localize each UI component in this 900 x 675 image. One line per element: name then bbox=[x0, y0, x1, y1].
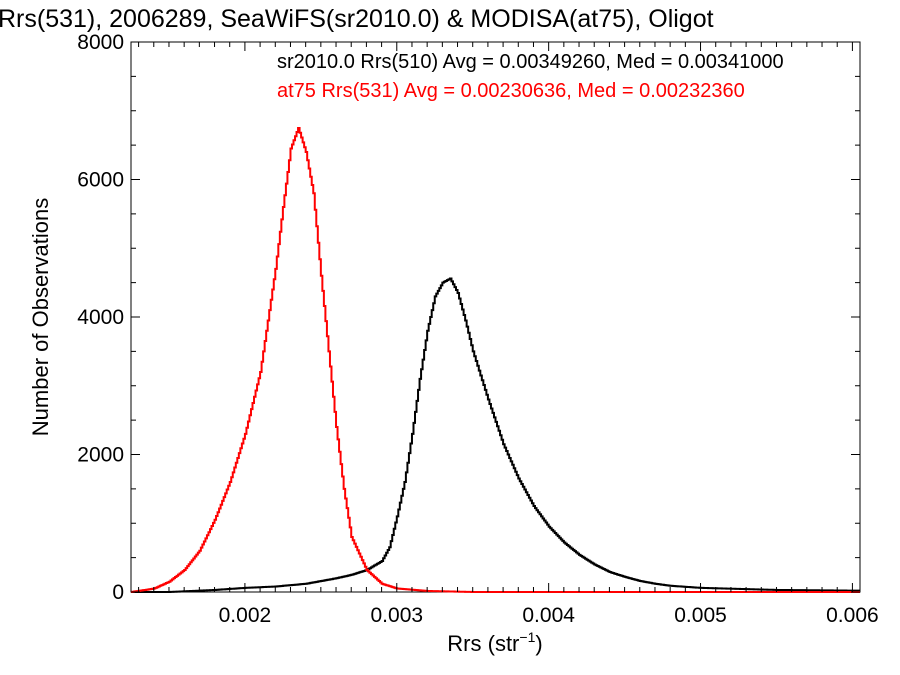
x-tick-label: 0.003 bbox=[371, 604, 424, 627]
series-layer bbox=[131, 126, 860, 593]
y-tick-label: 4000 bbox=[77, 306, 124, 329]
y-tick-label: 0 bbox=[112, 581, 124, 604]
plot-frame bbox=[130, 41, 861, 593]
y-tick-label: 2000 bbox=[77, 444, 124, 467]
x-tick-label: 0.006 bbox=[826, 604, 879, 627]
annotation-sr2010: sr2010.0 Rrs(510) Avg = 0.00349260, Med … bbox=[277, 51, 784, 73]
series-line-1 bbox=[131, 126, 860, 593]
ticks-layer: 0.002 0.003 0.004 0.005 0.006 0 2000 4000 6000 80… bbox=[77, 31, 878, 627]
chart-title: Rrs(531), 2006289, SeaWiFS(sr2010.0) & M… bbox=[0, 5, 714, 33]
series-line-0 bbox=[131, 277, 860, 593]
x-axis-label-tail: ) bbox=[535, 631, 542, 656]
x-axis-label: Rrs (str−1) bbox=[447, 629, 542, 656]
y-tick-label: 8000 bbox=[77, 31, 124, 54]
y-axis-label: Number of Observations bbox=[28, 198, 53, 436]
x-tick-label: 0.004 bbox=[522, 604, 575, 627]
x-axis-label-main: Rrs (str bbox=[447, 631, 519, 656]
x-tick-label: 0.005 bbox=[674, 604, 727, 627]
x-axis-label-sup: −1 bbox=[519, 629, 535, 645]
x-tick-label: 0.002 bbox=[219, 604, 272, 627]
y-tick-label: 6000 bbox=[77, 169, 124, 192]
annotation-at75: at75 Rrs(531) Avg = 0.00230636, Med = 0.… bbox=[277, 80, 745, 102]
